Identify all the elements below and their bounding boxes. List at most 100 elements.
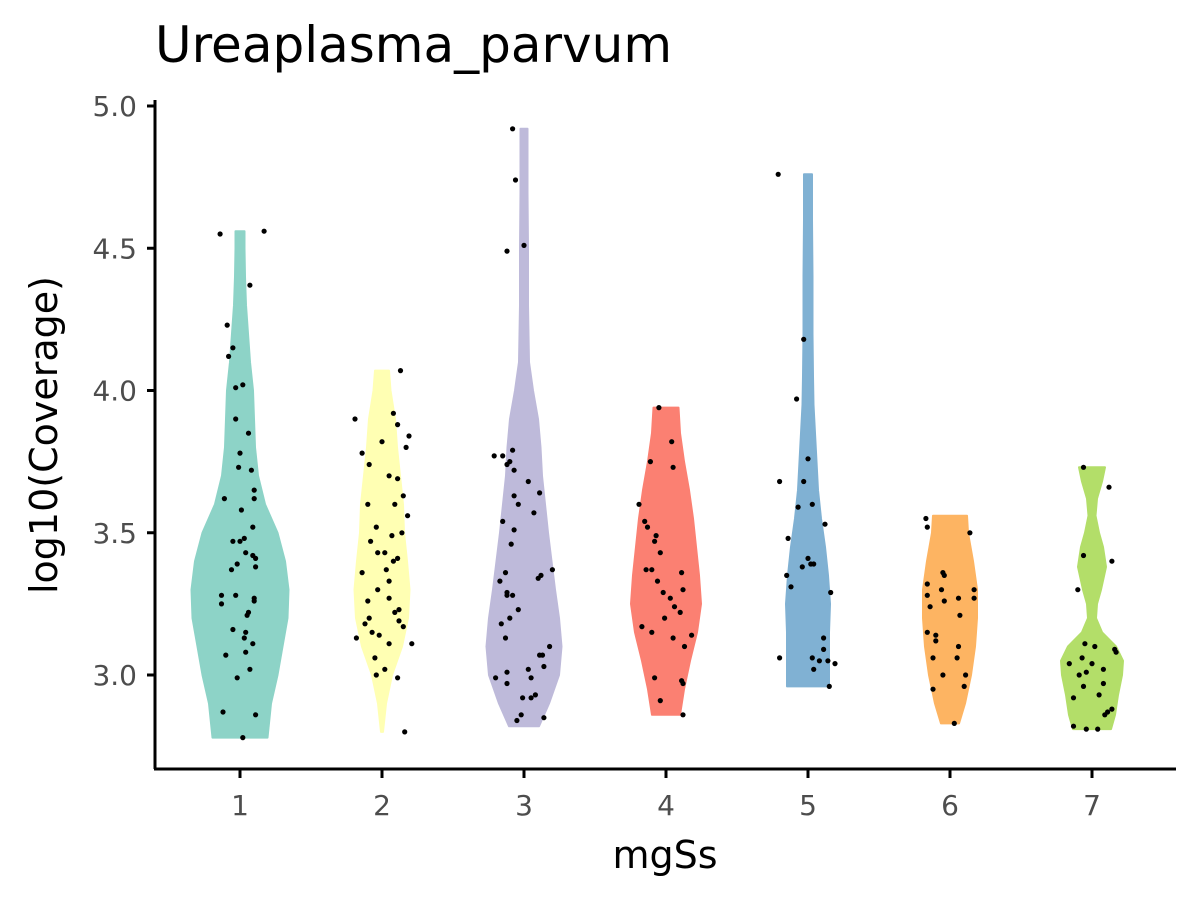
data-point bbox=[241, 535, 247, 542]
data-point bbox=[667, 595, 673, 601]
data-point bbox=[493, 675, 499, 681]
data-point bbox=[689, 632, 695, 638]
data-point bbox=[396, 607, 402, 613]
data-point bbox=[395, 476, 401, 482]
data-point bbox=[376, 632, 382, 638]
data-point bbox=[220, 709, 226, 715]
x-tick-label: 6 bbox=[941, 789, 959, 822]
data-point bbox=[660, 589, 666, 596]
x-tick-label: 3 bbox=[515, 789, 533, 822]
data-point bbox=[828, 589, 834, 596]
data-point bbox=[539, 652, 546, 658]
data-point bbox=[644, 524, 651, 530]
data-point bbox=[1076, 672, 1082, 678]
data-point bbox=[821, 646, 827, 653]
data-point bbox=[373, 524, 379, 530]
y-axis-title: log10(Coverage) bbox=[22, 276, 66, 594]
data-point bbox=[805, 555, 811, 562]
data-point bbox=[1070, 723, 1077, 729]
data-point bbox=[657, 550, 663, 556]
data-point bbox=[785, 535, 791, 542]
data-point bbox=[794, 396, 800, 402]
data-point bbox=[389, 533, 395, 539]
data-point bbox=[515, 501, 521, 507]
data-point bbox=[924, 581, 930, 587]
data-point bbox=[1083, 669, 1089, 675]
data-point bbox=[642, 518, 648, 525]
data-point bbox=[386, 641, 392, 647]
violin-6 bbox=[922, 514, 978, 725]
data-point bbox=[368, 538, 374, 544]
point-layer bbox=[217, 126, 1119, 741]
data-point bbox=[662, 615, 668, 621]
violin-3 bbox=[485, 127, 563, 728]
data-point bbox=[1070, 695, 1077, 701]
data-point bbox=[395, 422, 401, 428]
data-point bbox=[221, 496, 227, 502]
data-point bbox=[1113, 649, 1119, 655]
chart-title: Ureaplasma_parvum bbox=[155, 16, 672, 74]
x-axis-ticks: 1 2 3 4 5 6 7 bbox=[231, 769, 1101, 822]
data-point bbox=[1089, 661, 1095, 667]
data-point bbox=[243, 649, 249, 655]
data-point bbox=[247, 666, 253, 672]
data-point bbox=[226, 353, 232, 359]
data-point bbox=[234, 561, 240, 567]
data-point bbox=[405, 513, 411, 519]
data-point bbox=[498, 621, 504, 627]
data-point bbox=[525, 478, 531, 485]
data-point bbox=[386, 473, 392, 479]
data-point bbox=[677, 609, 683, 616]
data-point bbox=[938, 587, 945, 593]
data-point bbox=[243, 550, 249, 556]
data-point bbox=[1100, 680, 1106, 687]
data-point bbox=[832, 661, 838, 667]
data-point bbox=[403, 444, 409, 450]
data-point bbox=[508, 541, 514, 547]
data-point bbox=[382, 550, 388, 556]
data-point bbox=[504, 461, 510, 468]
violin-layer bbox=[190, 127, 1124, 739]
violin-1 bbox=[190, 230, 290, 739]
data-point bbox=[923, 515, 929, 522]
data-point bbox=[509, 592, 516, 598]
x-tick-label: 4 bbox=[657, 789, 675, 822]
x-tick-label: 5 bbox=[799, 789, 817, 822]
data-point bbox=[520, 695, 526, 701]
data-point bbox=[927, 604, 933, 610]
data-point bbox=[497, 578, 503, 584]
data-point bbox=[1082, 641, 1088, 647]
data-point bbox=[234, 675, 240, 681]
data-point bbox=[825, 658, 831, 664]
data-point bbox=[237, 538, 243, 544]
data-point bbox=[218, 592, 225, 598]
data-point bbox=[397, 368, 404, 374]
data-point bbox=[541, 663, 547, 670]
data-point bbox=[502, 570, 509, 576]
data-point bbox=[680, 680, 686, 687]
data-point bbox=[1109, 706, 1115, 712]
data-point bbox=[386, 595, 392, 601]
data-point bbox=[1092, 643, 1098, 650]
data-point bbox=[1083, 726, 1089, 732]
data-point bbox=[240, 382, 246, 388]
data-point bbox=[680, 712, 686, 718]
data-point bbox=[971, 595, 977, 601]
data-point bbox=[251, 487, 257, 493]
data-point bbox=[1095, 726, 1101, 732]
data-point bbox=[245, 430, 252, 436]
data-point bbox=[218, 601, 225, 607]
data-point bbox=[643, 567, 649, 573]
data-point bbox=[784, 572, 790, 579]
data-point bbox=[382, 666, 388, 672]
data-point bbox=[228, 567, 235, 573]
data-point bbox=[518, 712, 524, 718]
data-point bbox=[509, 447, 516, 453]
data-point bbox=[392, 609, 398, 616]
data-point bbox=[395, 555, 401, 562]
data-point bbox=[500, 518, 506, 525]
data-point bbox=[941, 572, 947, 579]
data-point bbox=[247, 282, 253, 288]
data-point bbox=[504, 669, 510, 675]
